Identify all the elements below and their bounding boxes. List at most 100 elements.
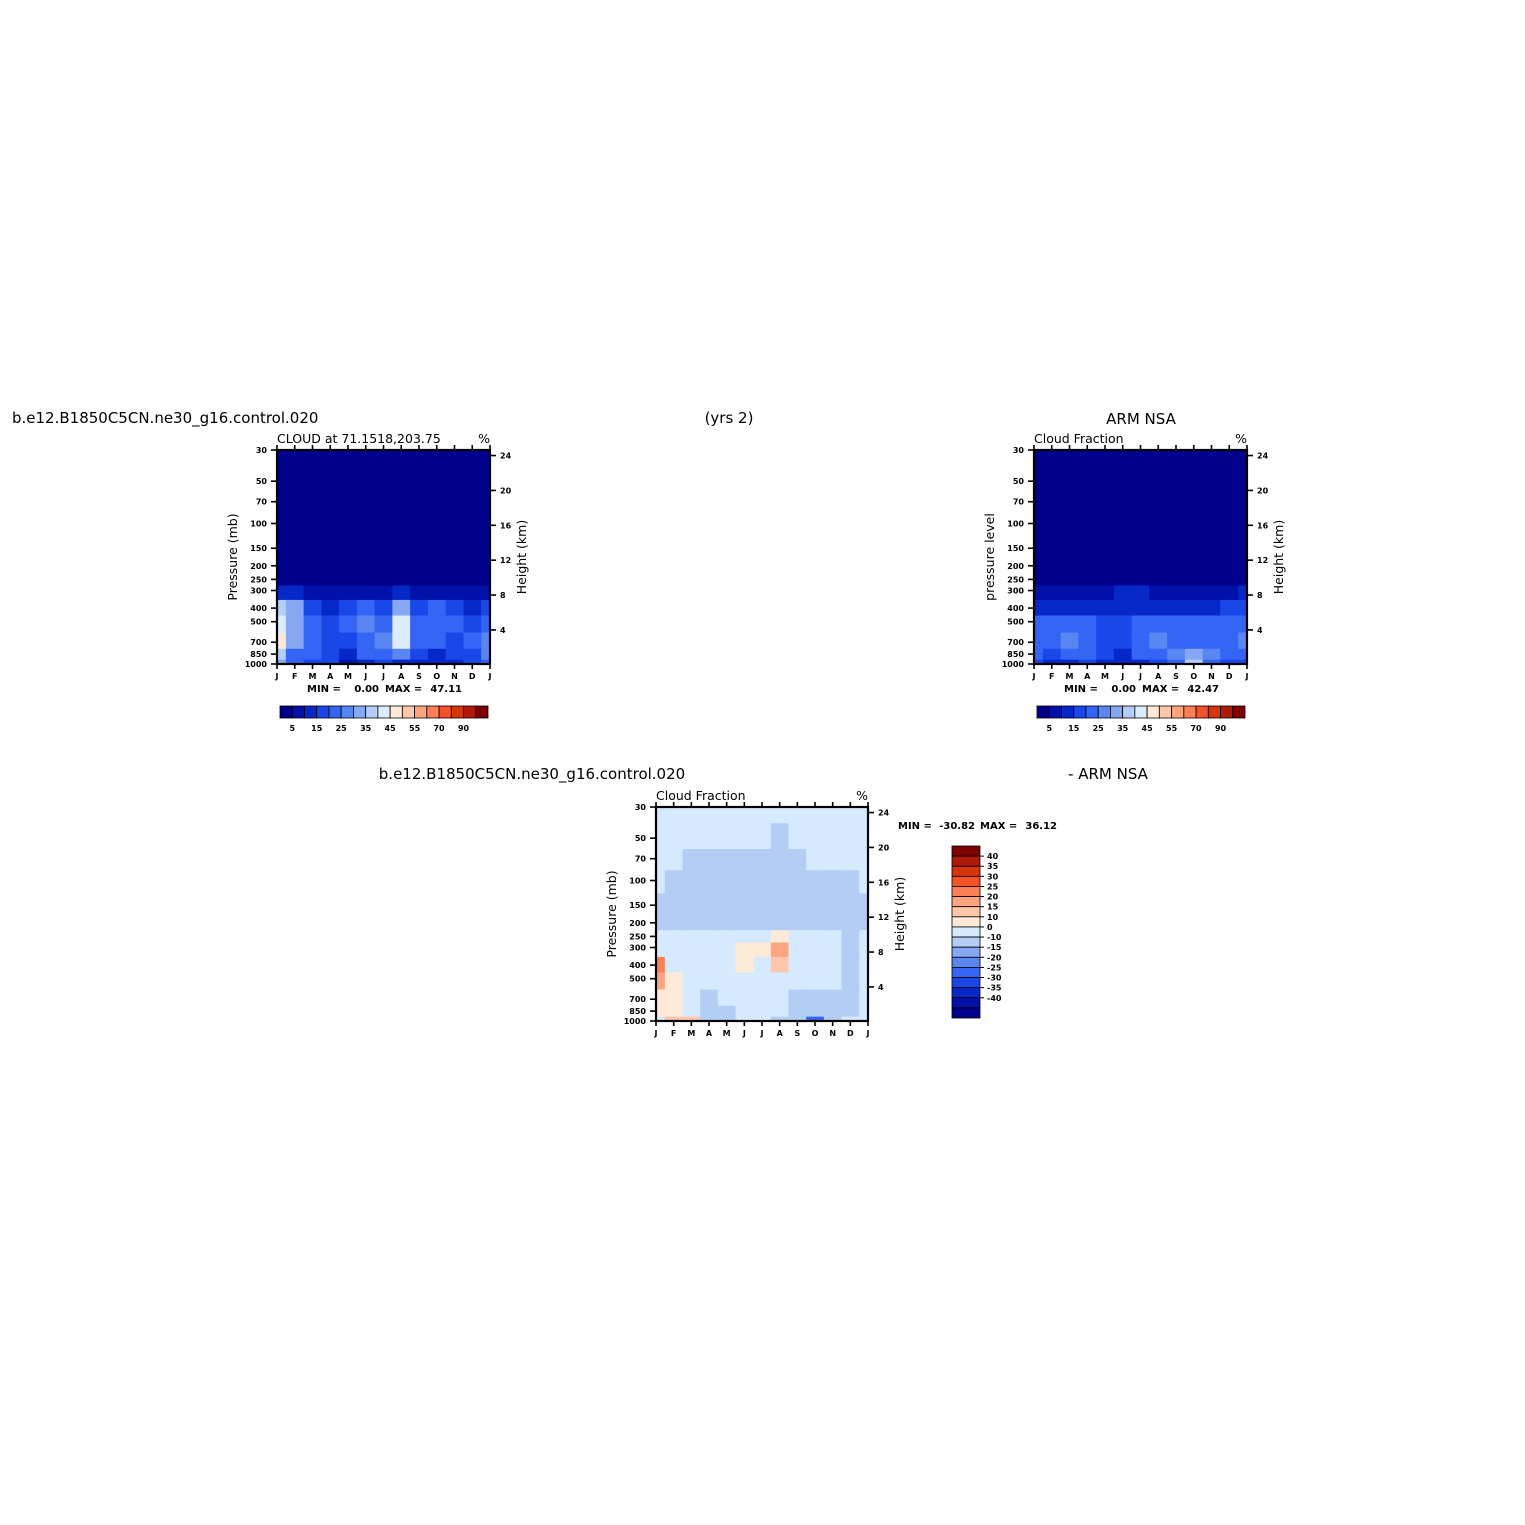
field-cell [664, 971, 684, 990]
x-tick-label: J [1138, 672, 1142, 681]
field-cell [682, 1005, 701, 1017]
field-cell [1149, 631, 1168, 649]
field-cell [1113, 659, 1133, 664]
field-cell [427, 614, 447, 633]
stat-max-value: 47.11 [430, 684, 462, 695]
y-tick-label-left: 100 [629, 876, 646, 885]
field-cell [770, 822, 790, 850]
y-tick-label-left: 200 [629, 919, 646, 928]
panel-title: Cloud Fraction [656, 788, 746, 803]
colorbar-box [1134, 705, 1148, 719]
field-cell [277, 535, 287, 558]
field-cells [656, 807, 868, 1021]
y-tick-label-left: 50 [1013, 477, 1025, 486]
field-cell [1202, 465, 1221, 493]
field-cell [1167, 614, 1186, 633]
field-cell [392, 631, 411, 649]
field-cell [339, 450, 358, 467]
y-axis-label-right: Height (km) [514, 520, 529, 594]
field-cell [392, 659, 411, 664]
y-tick-label-left: 500 [629, 975, 646, 984]
field-cell [859, 988, 868, 1006]
field-cell [1034, 512, 1044, 537]
field-cell [339, 599, 358, 616]
colorbar-box [951, 855, 981, 867]
field-cell [1238, 512, 1247, 537]
y-tick-label-left: 250 [1007, 575, 1024, 584]
field-cell [1060, 631, 1079, 649]
field-cell [410, 512, 429, 537]
colorbar-box [1183, 705, 1197, 719]
field-cell [1238, 491, 1247, 514]
field-cell [277, 450, 287, 467]
colorbar-label: 20 [987, 893, 999, 902]
colorbar-box [951, 946, 981, 958]
field-cell [392, 599, 411, 616]
field-cell [463, 450, 482, 467]
field-cell [700, 988, 719, 1006]
field-cell [753, 971, 772, 990]
colorbar-label: 35 [1117, 724, 1129, 733]
field-cell [859, 822, 868, 850]
x-tick-label: A [777, 1029, 784, 1038]
field-cell [717, 941, 737, 957]
field-cell [823, 869, 843, 894]
y-tick-label-left: 50 [256, 477, 268, 486]
field-cell [285, 450, 305, 467]
colorbar-label: 40 [987, 852, 999, 861]
field-cell [1131, 450, 1150, 467]
field-cell [356, 557, 376, 574]
field-cell [806, 1016, 825, 1021]
field-cell [823, 1016, 843, 1021]
colorbar-box [328, 705, 342, 719]
field-cell [788, 988, 807, 1006]
field-cell [1034, 535, 1044, 558]
field-cell [1060, 512, 1079, 537]
field-cell [321, 512, 340, 537]
stat-max-value: 36.12 [1025, 821, 1057, 832]
field-cell [656, 941, 666, 957]
field-cell [1220, 648, 1239, 660]
field-cell [1220, 512, 1239, 537]
field-cell [841, 848, 860, 871]
field-cell [859, 914, 868, 931]
field-cell [1060, 648, 1079, 660]
y-tick-label-left: 100 [250, 519, 267, 528]
y-tick-label-right: 20 [1257, 486, 1269, 495]
field-cell [1184, 648, 1204, 660]
y-tick-label-left: 400 [1007, 604, 1024, 613]
y-tick-label-left: 700 [250, 638, 267, 647]
field-cell [1131, 557, 1150, 574]
field-cell [285, 491, 305, 514]
field-cell [788, 822, 807, 850]
field-cell [717, 807, 737, 824]
colorbar-box [291, 705, 305, 719]
field-cell [656, 1005, 666, 1017]
field-cell [1238, 557, 1247, 574]
field-cell [374, 535, 393, 558]
field-cell [859, 807, 868, 824]
field-cell [823, 956, 843, 973]
field-cell [356, 465, 376, 493]
field-cell [1042, 450, 1062, 467]
field-cell [321, 572, 340, 586]
field-cell [410, 535, 429, 558]
field-cell [1238, 599, 1247, 616]
field-cell [321, 535, 340, 558]
field-cell [1167, 659, 1186, 664]
field-cell [445, 512, 464, 537]
field-cell [1220, 557, 1239, 574]
y-tick-label-left: 700 [1007, 638, 1024, 647]
field-cell [700, 929, 719, 943]
field-cell [410, 557, 429, 574]
field-cell [1096, 572, 1115, 586]
x-tick-label: J [742, 1029, 746, 1038]
colorbar-label: 45 [385, 724, 397, 733]
x-tick-label: A [327, 672, 334, 681]
field-cell [735, 988, 754, 1006]
field-cell [717, 848, 737, 871]
field-cell [753, 848, 772, 871]
x-tick-label: J [363, 672, 367, 681]
colorbar-label: 5 [289, 724, 295, 733]
y-tick-label-right: 16 [878, 878, 890, 887]
